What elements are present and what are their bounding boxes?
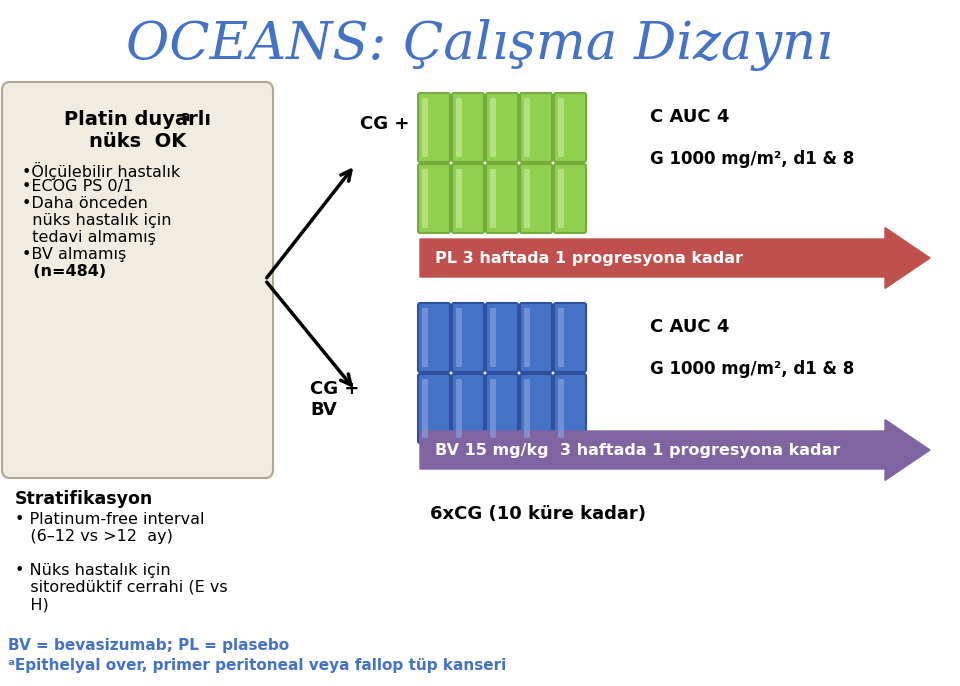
Text: CG + PL: CG + PL xyxy=(360,115,440,133)
Text: •Ölçülebilir hastalık: •Ölçülebilir hastalık xyxy=(22,162,180,180)
FancyBboxPatch shape xyxy=(558,169,564,228)
FancyBboxPatch shape xyxy=(490,98,496,157)
Text: tedavi almamış: tedavi almamış xyxy=(22,230,156,245)
Text: nüks hastalık için: nüks hastalık için xyxy=(22,213,172,228)
Text: C AUC 4: C AUC 4 xyxy=(650,318,730,336)
FancyBboxPatch shape xyxy=(558,308,564,367)
Text: BV 15 mg/kg  3 haftada 1 progresyona kadar: BV 15 mg/kg 3 haftada 1 progresyona kada… xyxy=(435,442,840,458)
Text: • Nüks hastalık için: • Nüks hastalık için xyxy=(15,563,171,578)
FancyBboxPatch shape xyxy=(452,93,484,162)
FancyBboxPatch shape xyxy=(524,169,530,228)
FancyBboxPatch shape xyxy=(452,164,484,233)
Text: ᵃEpithelyal over, primer peritoneal veya fallop tüp kanseri: ᵃEpithelyal over, primer peritoneal veya… xyxy=(8,658,506,673)
Text: CG +
BV: CG + BV xyxy=(310,380,359,418)
FancyBboxPatch shape xyxy=(554,164,586,233)
FancyBboxPatch shape xyxy=(418,164,450,233)
FancyBboxPatch shape xyxy=(558,379,564,438)
Text: 6xCG (10 küre kadar): 6xCG (10 küre kadar) xyxy=(430,505,646,523)
FancyBboxPatch shape xyxy=(490,169,496,228)
Text: a: a xyxy=(180,110,190,124)
FancyBboxPatch shape xyxy=(524,98,530,157)
Text: OCEANS: Çalışma Dizaynı: OCEANS: Çalışma Dizaynı xyxy=(127,19,833,71)
Text: C AUC 4: C AUC 4 xyxy=(650,108,730,126)
FancyBboxPatch shape xyxy=(452,374,484,443)
FancyBboxPatch shape xyxy=(554,93,586,162)
FancyBboxPatch shape xyxy=(554,303,586,372)
Text: G 1000 mg/m², d1 & 8: G 1000 mg/m², d1 & 8 xyxy=(650,360,854,378)
FancyBboxPatch shape xyxy=(418,303,450,372)
FancyBboxPatch shape xyxy=(490,379,496,438)
FancyBboxPatch shape xyxy=(524,379,530,438)
FancyBboxPatch shape xyxy=(456,169,462,228)
FancyBboxPatch shape xyxy=(486,374,518,443)
FancyBboxPatch shape xyxy=(490,308,496,367)
FancyBboxPatch shape xyxy=(486,164,518,233)
FancyBboxPatch shape xyxy=(520,164,552,233)
FancyBboxPatch shape xyxy=(422,308,428,367)
Text: Stratifikasyon: Stratifikasyon xyxy=(15,490,154,508)
Text: sitoredüktif cerrahi (E vs: sitoredüktif cerrahi (E vs xyxy=(15,580,228,595)
Text: PL 3 haftada 1 progresyona kadar: PL 3 haftada 1 progresyona kadar xyxy=(435,250,743,265)
FancyBboxPatch shape xyxy=(418,374,450,443)
Text: Platin duyarlı
nüks  OK: Platin duyarlı nüks OK xyxy=(64,110,211,151)
FancyBboxPatch shape xyxy=(456,308,462,367)
FancyBboxPatch shape xyxy=(456,379,462,438)
FancyArrow shape xyxy=(420,228,930,288)
Text: (6–12 vs >12  ay): (6–12 vs >12 ay) xyxy=(15,529,173,544)
FancyBboxPatch shape xyxy=(418,93,450,162)
FancyBboxPatch shape xyxy=(520,93,552,162)
FancyBboxPatch shape xyxy=(558,98,564,157)
FancyBboxPatch shape xyxy=(422,379,428,438)
FancyBboxPatch shape xyxy=(2,82,273,478)
FancyBboxPatch shape xyxy=(452,303,484,372)
FancyBboxPatch shape xyxy=(456,98,462,157)
FancyBboxPatch shape xyxy=(520,303,552,372)
Text: • Platinum-free interval: • Platinum-free interval xyxy=(15,512,204,527)
FancyBboxPatch shape xyxy=(422,98,428,157)
FancyBboxPatch shape xyxy=(554,374,586,443)
FancyBboxPatch shape xyxy=(422,169,428,228)
FancyArrow shape xyxy=(420,420,930,480)
Text: •ECOG PS 0/1: •ECOG PS 0/1 xyxy=(22,179,133,194)
Text: H): H) xyxy=(15,597,49,612)
Text: G 1000 mg/m², d1 & 8: G 1000 mg/m², d1 & 8 xyxy=(650,150,854,168)
Text: BV = bevasizumab; PL = plasebo: BV = bevasizumab; PL = plasebo xyxy=(8,638,289,653)
FancyBboxPatch shape xyxy=(486,303,518,372)
FancyBboxPatch shape xyxy=(520,374,552,443)
Text: •BV almamış: •BV almamış xyxy=(22,247,127,262)
FancyBboxPatch shape xyxy=(486,93,518,162)
FancyBboxPatch shape xyxy=(524,308,530,367)
Text: (n=484): (n=484) xyxy=(22,264,107,279)
Text: •Daha önceden: •Daha önceden xyxy=(22,196,148,211)
